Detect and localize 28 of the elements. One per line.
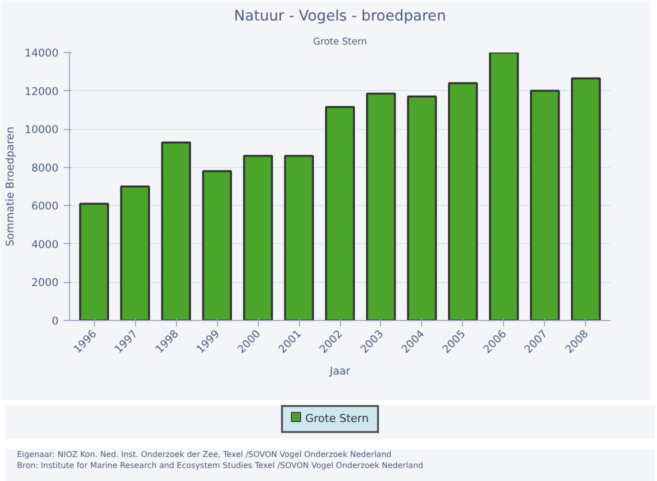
bar (407, 96, 437, 320)
bar (243, 154, 273, 320)
bar (570, 77, 601, 320)
y-tick-label: 2000 (31, 276, 59, 290)
legend-label: Grote Stern (281, 405, 379, 433)
bar (366, 92, 396, 320)
y-tick-label: 4000 (31, 238, 59, 251)
text: Eigenaar: NIOZ Kon. Ned. Inst. Onderzoek der Zee, Texel /SOVON Vogel Onderzoek Nederland (17, 450, 392, 459)
bar (448, 82, 478, 320)
x-axis-title: Jaar (328, 364, 351, 378)
text: Bron: Institute for Marine Research and Ecosystem Studies Texel /SOVON Vogel Onderzoek Nederland (17, 461, 424, 470)
bar (530, 90, 560, 320)
chart-subtitle: Grote Stern (313, 36, 367, 48)
bar (284, 154, 314, 320)
bar (161, 141, 191, 320)
bar (202, 170, 232, 320)
y-tick-label: 10000 (24, 123, 59, 136)
bar (325, 106, 355, 320)
y-tick-label: 6000 (31, 200, 59, 213)
bar (79, 202, 110, 320)
y-axis-title: Sommatie Broedparen (4, 126, 17, 246)
bar (120, 186, 150, 320)
y-tick-label: 0 (52, 314, 59, 328)
y-tick-label: 12000 (24, 84, 59, 98)
y-tick-label: 14000 (24, 46, 59, 60)
bar (489, 52, 519, 320)
chart-title: Natuur - Vogels - broedparen (234, 8, 446, 24)
y-tick-label: 8000 (31, 161, 59, 174)
